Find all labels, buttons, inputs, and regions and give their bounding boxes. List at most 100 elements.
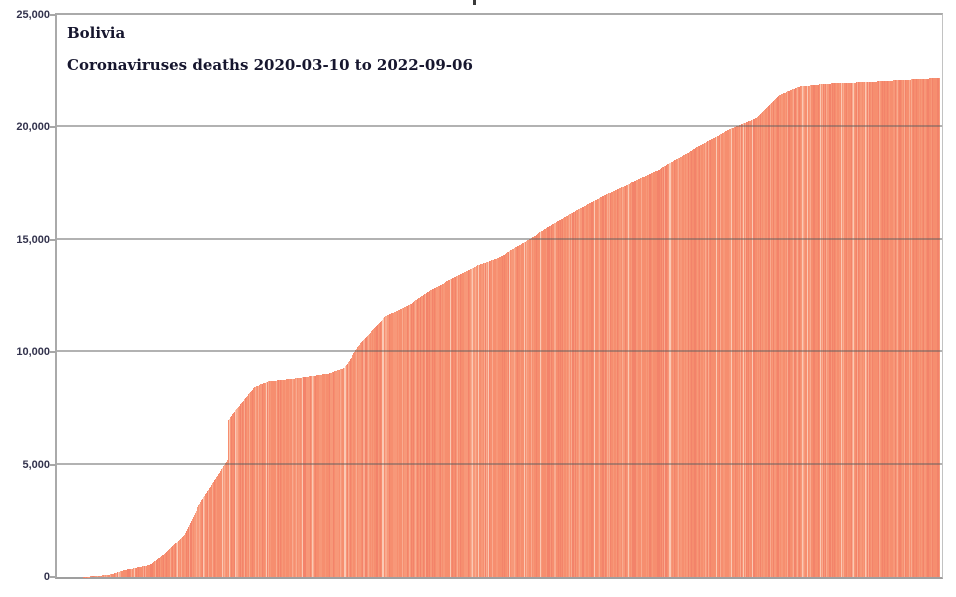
bar [234,411,236,577]
bar [631,182,633,577]
bar [859,82,861,577]
bar [786,91,788,577]
bar [864,82,866,577]
bar [193,515,195,577]
bar [771,102,773,577]
bar [442,283,444,577]
bar [182,535,184,577]
bar [201,500,203,577]
bar [654,171,656,577]
bar [278,380,280,577]
bar [875,81,877,577]
bar [419,297,421,577]
bar [436,286,438,577]
bar [558,220,560,577]
bar [306,376,308,577]
bar [276,380,278,577]
bar [701,144,703,577]
bar [252,388,254,577]
bar [623,186,625,577]
bar [580,208,582,577]
bar [722,132,724,577]
bar [110,574,112,577]
bar [407,305,409,577]
bar [451,278,453,577]
bar [487,261,489,577]
bar [365,337,367,577]
bar [502,255,504,577]
y-axis-tick [50,351,56,354]
bar [808,85,810,577]
y-axis-tick-label: 25,000 [16,9,50,21]
bar [495,258,497,577]
bar [374,327,376,577]
bar [652,172,654,577]
bar [223,464,225,577]
bar [739,124,741,577]
bar [180,538,181,577]
bar [273,380,274,577]
bar [330,372,332,577]
bar [187,527,189,577]
bar [460,273,462,577]
bar [625,185,627,577]
bar [914,79,916,577]
bar [268,381,270,577]
bar [594,200,596,577]
bar [592,201,594,577]
bar [831,83,832,577]
bar [785,92,787,577]
bar [738,125,739,577]
bar [677,158,679,577]
bar [128,569,130,577]
bar [334,371,336,577]
bar [183,534,185,577]
bar [801,86,803,577]
bar [403,307,405,577]
bar [167,550,169,577]
bar [756,117,758,577]
bar [685,153,687,577]
bar [811,85,813,577]
bar [550,225,552,577]
bar [687,152,689,577]
bar [934,78,936,577]
bar [277,380,279,577]
bar [361,341,363,577]
bar [509,250,511,577]
chart-header: Bolivia Coronaviruses deaths 2020-03-10 … [67,24,473,74]
bar [296,378,298,577]
bar [712,138,714,577]
bar [639,178,641,577]
bar [513,248,515,577]
bar [614,190,615,577]
bar [557,220,559,577]
bar [538,233,540,577]
bar [344,366,346,577]
bar [855,82,857,577]
bar [428,291,429,577]
bar [677,158,678,577]
bar [792,89,794,577]
bar [827,83,829,577]
bar [219,471,221,577]
bar [621,187,623,577]
bar [801,86,802,577]
bar [872,81,874,577]
bar [630,182,632,577]
y-axis-tick-label: 20,000 [16,121,50,134]
bar [673,161,675,577]
bar [707,141,708,577]
bar [274,380,275,577]
bar [337,370,339,577]
bar [588,203,590,577]
bar [287,379,289,577]
bar [339,369,341,577]
bar [659,168,661,577]
bar [694,148,696,577]
bar [107,574,109,577]
bar [145,565,147,577]
bar [539,232,541,577]
bar [101,575,103,577]
bar [388,314,390,577]
